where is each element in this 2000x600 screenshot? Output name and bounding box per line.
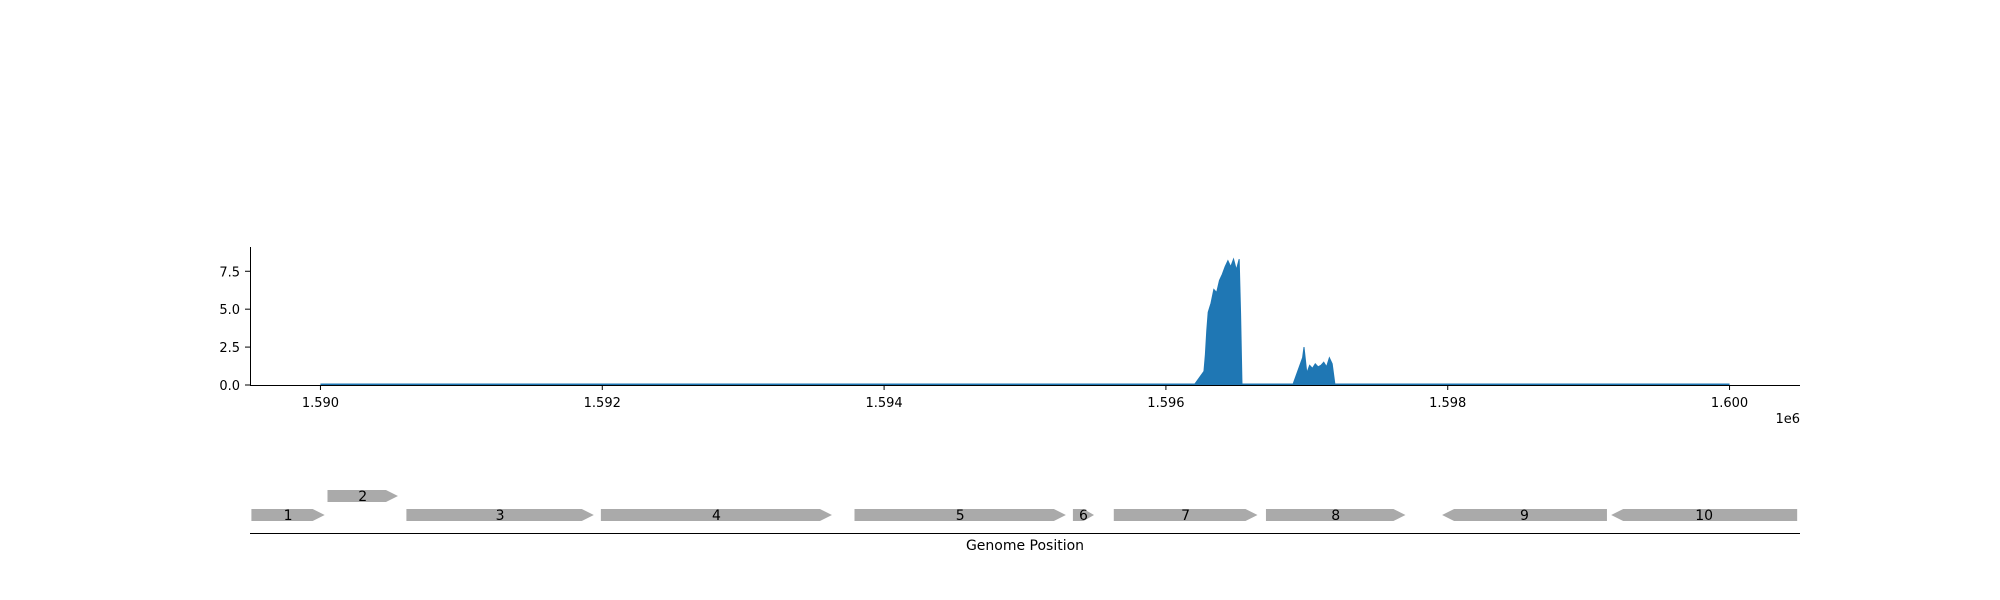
gene-label: 3 — [496, 508, 505, 524]
x-tick-label: 1.596 — [1147, 396, 1184, 411]
y-tick-label: 2.5 — [219, 341, 240, 356]
gene-layer: 1 2 3 4 5 6 7 8 9 10 — [251, 489, 1798, 524]
y-tick-label: 7.5 — [219, 265, 240, 280]
gene-arrow — [600, 509, 832, 521]
gene-track: 1 2 3 4 5 6 7 8 9 10 Genome Position — [250, 489, 1800, 554]
y-ticks: 0.0 2.5 5.0 7.5 — [219, 265, 250, 394]
gene-track-xlabel: Genome Position — [966, 538, 1084, 554]
x-tick-label: 1.598 — [1429, 396, 1466, 411]
gene-label: 9 — [1520, 508, 1529, 524]
gene-label: 6 — [1079, 508, 1088, 524]
gene-arrow — [1113, 509, 1258, 521]
gene-label: 7 — [1181, 508, 1190, 524]
gene-arrow — [406, 509, 594, 521]
gene-label: 5 — [956, 508, 965, 524]
coverage-area — [320, 257, 1730, 386]
gene-label: 2 — [358, 489, 367, 505]
x-ticks: 1.590 1.592 1.594 1.596 1.598 1.600 — [302, 385, 1748, 411]
coverage-plot: 1.590 1.592 1.594 1.596 1.598 1.600 0.0 2.5 5.0… — [219, 247, 1800, 427]
gene-arrow — [1265, 509, 1406, 521]
x-tick-label: 1.590 — [302, 396, 339, 411]
gene-arrow — [327, 490, 398, 502]
gene-label: 1 — [284, 508, 293, 524]
coverage-area-layer — [320, 257, 1730, 386]
x-tick-label: 1.594 — [865, 396, 902, 411]
gene-arrow — [1072, 509, 1095, 521]
gene-arrow — [1611, 509, 1798, 521]
y-tick-label: 5.0 — [219, 303, 240, 318]
x-tick-label: 1.600 — [1711, 396, 1748, 411]
x-offset-label: 1e6 — [1775, 412, 1800, 427]
gene-label: 8 — [1331, 508, 1340, 524]
gene-arrow — [1442, 509, 1607, 521]
gene-label: 4 — [712, 508, 721, 524]
y-tick-label: 0.0 — [219, 379, 240, 394]
gene-arrow — [251, 509, 325, 521]
x-tick-label: 1.592 — [584, 396, 621, 411]
gene-arrow — [854, 509, 1066, 521]
gene-label: 10 — [1695, 508, 1713, 524]
